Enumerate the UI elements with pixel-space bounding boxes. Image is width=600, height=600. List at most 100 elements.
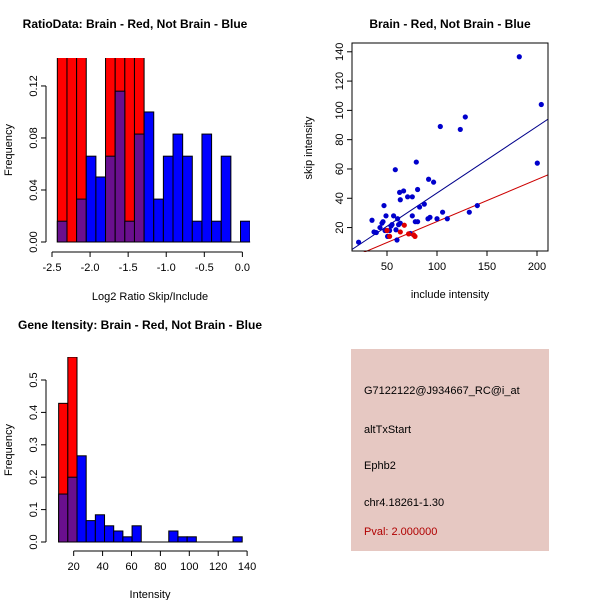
intensity-scatter: Brain - Red, Not Brain - Blue include in…: [303, 17, 549, 301]
bar-not-brain: [182, 155, 193, 243]
plot-marks: [352, 54, 548, 252]
point-red: [406, 231, 412, 237]
y-tick-label: 0.0: [28, 534, 40, 549]
bar-not-brain: [153, 198, 164, 243]
plot-marks: [56, 58, 250, 243]
bar-not-brain: [113, 530, 124, 543]
point-blue: [401, 188, 407, 194]
bar-not-brain: [122, 536, 133, 543]
x-tick-label: -2.5: [43, 262, 62, 274]
point-blue: [437, 123, 443, 130]
x-tick-label: 20: [68, 561, 80, 573]
bar-not-brain: [58, 493, 69, 543]
point-blue: [409, 213, 415, 219]
bar-not-brain: [168, 530, 179, 543]
gene-name: Ephb2: [364, 460, 396, 472]
bar-brain: [56, 58, 68, 243]
point-blue: [397, 189, 403, 196]
bar-not-brain: [56, 220, 68, 243]
point-blue: [417, 204, 423, 210]
y-tick-label: 0.04: [28, 179, 40, 200]
event-type: altTxStart: [364, 424, 412, 436]
x-tick-label: 40: [96, 561, 108, 573]
point-red: [387, 233, 393, 239]
ratio-histogram-xlabel: Log2 Ratio Skip/Include: [92, 291, 208, 303]
y-tick-label: 0.08: [28, 127, 40, 148]
bar-not-brain: [95, 176, 107, 243]
bar-not-brain: [191, 220, 203, 243]
y-tick-label: 100: [334, 101, 346, 119]
info-panel: G7122122@J934667_RC@i_at altTxStart Ephb…: [351, 349, 549, 551]
pval-text: Pval: 2.000000: [364, 526, 438, 538]
x-tick-label: 150: [478, 261, 496, 273]
bar-not-brain: [211, 220, 222, 243]
bar-not-brain: [76, 455, 87, 543]
x-tick-label: 0.0: [235, 262, 250, 274]
point-red: [412, 233, 418, 239]
ratio-histogram-ylabel: Frequency: [3, 124, 15, 176]
probe-id: G7122122@J934667_RC@i_at: [364, 385, 520, 397]
point-blue: [440, 209, 446, 215]
point-blue: [391, 213, 397, 219]
bar-not-brain: [67, 476, 78, 543]
chromosome-location: chr4.18261-1.30: [364, 497, 445, 509]
point-blue: [405, 194, 411, 200]
y-tick-label: 120: [334, 72, 346, 90]
point-blue: [538, 101, 544, 108]
point-blue: [381, 202, 387, 209]
bar-not-brain: [240, 220, 250, 243]
y-tick-label: 80: [334, 134, 346, 146]
point-blue: [409, 194, 415, 200]
gene-histogram-ylabel: Frequency: [3, 424, 15, 476]
point-blue: [421, 201, 427, 207]
y-tick-label: 20: [334, 221, 346, 233]
point-red: [384, 227, 390, 234]
point-blue: [395, 216, 401, 222]
point-blue: [516, 54, 522, 60]
point-blue: [397, 197, 403, 203]
bar-not-brain: [186, 536, 197, 543]
point-blue: [426, 176, 432, 182]
bar-not-brain: [143, 111, 155, 243]
fit-line-blue: [352, 118, 548, 250]
bar-not-brain: [232, 536, 243, 543]
bar-not-brain: [85, 520, 96, 543]
x-tick-label: -1.0: [157, 262, 176, 274]
bar-not-brain: [162, 155, 174, 243]
point-blue: [431, 179, 437, 185]
bar-not-brain: [85, 155, 97, 243]
y-tick-label: 40: [334, 192, 346, 204]
bar-brain: [124, 58, 135, 243]
gene-histogram-title: Gene Itensity: Brain - Red, Not Brain - …: [18, 318, 262, 332]
point-blue: [466, 209, 472, 215]
scatter-ylabel: skip intensity: [303, 116, 315, 179]
point-blue: [413, 159, 419, 165]
y-tick-label: 0.12: [28, 75, 40, 96]
scatter-title: Brain - Red, Not Brain - Blue: [369, 17, 531, 31]
point-blue: [397, 220, 403, 226]
x-tick-label: 100: [428, 261, 446, 273]
point-red: [397, 229, 403, 235]
x-tick-label: 140: [238, 561, 256, 573]
point-blue: [392, 167, 398, 173]
bar-not-brain: [133, 133, 145, 243]
point-blue: [389, 222, 395, 228]
bar-not-brain: [94, 514, 106, 543]
bar-not-brain: [131, 525, 142, 543]
y-tick-label: 0.3: [28, 437, 40, 452]
point-blue: [462, 114, 468, 120]
fit-line-red: [363, 174, 548, 252]
point-blue: [393, 227, 399, 233]
point-blue: [474, 202, 480, 209]
point-blue: [444, 216, 450, 222]
bar-not-brain: [177, 536, 188, 543]
point-blue: [356, 239, 362, 245]
bar-brain: [66, 58, 78, 243]
x-tick-label: 50: [381, 261, 393, 273]
x-tick-label: 60: [125, 561, 137, 573]
point-blue: [383, 213, 389, 219]
y-tick-label: 140: [334, 43, 346, 61]
bar-not-brain: [201, 133, 213, 243]
bar-not-brain: [76, 198, 87, 243]
